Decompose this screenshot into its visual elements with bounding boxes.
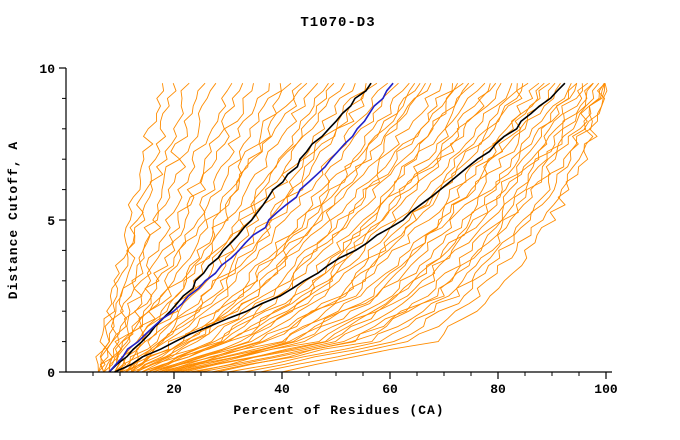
model-curve — [184, 82, 588, 373]
model-curve — [190, 82, 594, 373]
model-curve — [173, 83, 572, 373]
model-curve — [146, 82, 475, 373]
model-curve — [108, 82, 233, 373]
model-curve — [168, 83, 578, 373]
model-curve — [281, 82, 606, 373]
model-curve — [99, 82, 190, 373]
chart-title: T1070-D3 — [300, 15, 375, 31]
model-curve — [125, 82, 372, 373]
model-curve — [146, 82, 458, 373]
model-curve — [135, 82, 410, 373]
x-tick-label: 100 — [594, 382, 618, 397]
model-curve — [125, 82, 345, 373]
y-tick-label: 5 — [47, 214, 55, 229]
model-curve — [135, 83, 453, 373]
x-tick-label: 80 — [490, 382, 506, 397]
model-curve — [227, 83, 605, 373]
reference-model-black-2 — [114, 82, 566, 373]
model-curve — [168, 82, 561, 373]
model-curve — [217, 82, 594, 373]
model-curve — [141, 83, 443, 373]
model-curve — [152, 83, 491, 373]
model-curve — [114, 82, 319, 373]
highlight-curves-layer — [108, 82, 566, 373]
x-tick-label: 40 — [274, 382, 290, 397]
x-tick-label: 60 — [382, 382, 398, 397]
model-curve — [157, 82, 545, 373]
model-curve — [130, 82, 399, 373]
model-curve — [152, 83, 524, 373]
model-curve — [103, 82, 217, 373]
model-curve — [114, 82, 292, 373]
model-curve — [152, 82, 502, 373]
axes-layer: 20 40 60 80 100 0 5 10 — [39, 62, 618, 397]
model-curve — [141, 82, 486, 373]
y-tick-label: 0 — [47, 366, 55, 381]
y-axis-label: Distance Cutoff, A — [6, 141, 21, 299]
model-curve — [157, 82, 529, 373]
model-curve — [200, 82, 600, 373]
model-curve — [260, 83, 608, 373]
model-curve — [125, 82, 388, 373]
model-curve — [114, 83, 270, 373]
model-curve — [163, 82, 556, 373]
model-curves-layer — [95, 82, 608, 373]
model-curve — [195, 82, 578, 373]
model-curve — [119, 83, 356, 373]
model-curve — [119, 82, 426, 373]
model-curve — [146, 82, 497, 373]
model-curve — [100, 83, 244, 373]
model-curve — [173, 82, 550, 373]
model-curve — [97, 83, 165, 373]
model-curve — [130, 82, 470, 373]
model-curve — [108, 83, 254, 373]
y-tick-label: 10 — [39, 62, 55, 77]
model-curve — [103, 82, 302, 373]
model-curve — [125, 83, 367, 373]
model-curve — [135, 82, 416, 373]
x-tick-label: 20 — [166, 382, 182, 397]
x-axis-label: Percent of Residues (CA) — [233, 403, 444, 418]
model-curve — [98, 82, 206, 373]
model-curve — [108, 83, 282, 373]
reference-model-blue — [108, 82, 394, 373]
model-curve — [244, 83, 606, 373]
model-curve — [136, 83, 432, 373]
model-curve — [163, 83, 518, 373]
model-curve — [114, 82, 335, 373]
model-curve — [211, 82, 605, 373]
model-curve — [179, 83, 583, 373]
model-curve — [141, 82, 464, 373]
model-curve — [95, 83, 177, 373]
